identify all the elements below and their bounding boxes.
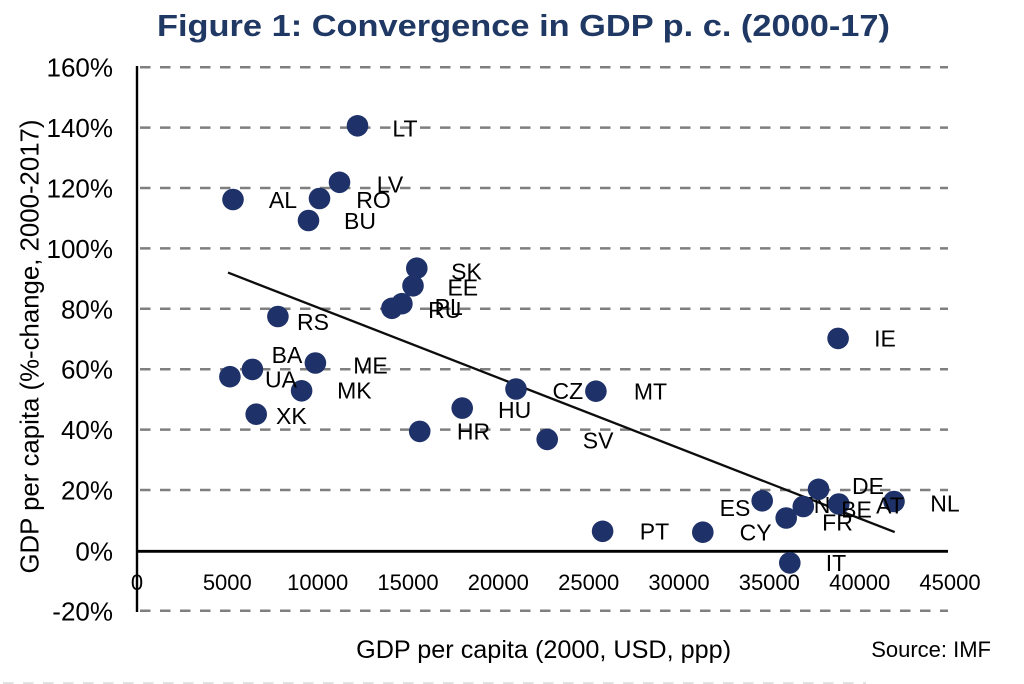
svg-text:Figure 1: Convergence in GDP p: Figure 1: Convergence in GDP p. c. (2000…	[157, 8, 890, 43]
svg-text:RU: RU	[428, 297, 461, 323]
svg-text:20%: 20%	[61, 476, 113, 506]
svg-text:HU: HU	[498, 397, 531, 423]
svg-text:60%: 60%	[61, 355, 113, 385]
svg-text:35000: 35000	[739, 570, 800, 595]
svg-text:MK: MK	[337, 378, 372, 404]
svg-text:NL: NL	[930, 491, 960, 517]
svg-text:UA: UA	[265, 367, 298, 393]
svg-text:CY: CY	[740, 520, 772, 546]
svg-text:HR: HR	[457, 419, 490, 445]
svg-text:100%: 100%	[47, 234, 114, 264]
svg-text:PT: PT	[640, 519, 669, 545]
svg-text:RS: RS	[297, 309, 329, 335]
svg-text:20000: 20000	[468, 570, 529, 595]
svg-text:FR: FR	[822, 510, 853, 536]
svg-text:AL: AL	[269, 187, 297, 213]
svg-text:160%: 160%	[47, 53, 114, 83]
svg-text:CZ: CZ	[552, 378, 583, 404]
svg-text:15000: 15000	[377, 570, 438, 595]
svg-text:IE: IE	[874, 326, 896, 352]
svg-text:DE: DE	[852, 473, 884, 499]
svg-text:ME: ME	[353, 353, 388, 379]
svg-text:GDP per capita (%-change, 2000: GDP per capita (%-change, 2000-2017)	[15, 120, 45, 574]
svg-text:LV: LV	[377, 172, 404, 198]
svg-text:AT: AT	[876, 493, 904, 519]
svg-text:40000: 40000	[829, 570, 890, 595]
svg-text:BA: BA	[272, 342, 303, 368]
svg-text:SV: SV	[583, 428, 614, 454]
svg-text:BE: BE	[841, 497, 872, 523]
svg-text:EE: EE	[447, 275, 478, 301]
svg-text:MT: MT	[634, 379, 667, 405]
svg-text:40%: 40%	[61, 415, 113, 445]
svg-text:BU: BU	[344, 208, 376, 234]
svg-text:0%: 0%	[75, 536, 113, 566]
svg-text:45000: 45000	[919, 570, 980, 595]
svg-text:LT: LT	[392, 116, 417, 142]
svg-text:0: 0	[131, 570, 143, 595]
svg-text:140%: 140%	[47, 113, 114, 143]
svg-text:25000: 25000	[558, 570, 619, 595]
svg-text:Source: IMF: Source: IMF	[871, 637, 991, 662]
svg-text:120%: 120%	[47, 174, 114, 204]
svg-text:IT: IT	[826, 550, 846, 576]
svg-text:80%: 80%	[61, 294, 113, 324]
svg-text:-20%: -20%	[52, 596, 113, 626]
svg-text:ES: ES	[720, 495, 751, 521]
svg-text:PL: PL	[435, 294, 463, 320]
svg-text:SK: SK	[451, 259, 482, 285]
svg-text:XK: XK	[276, 403, 307, 429]
svg-text:5000: 5000	[203, 570, 252, 595]
svg-text:30000: 30000	[648, 570, 709, 595]
svg-text:GDP per capita (2000, USD, ppp: GDP per capita (2000, USD, ppp)	[356, 636, 731, 664]
svg-text:10000: 10000	[287, 570, 348, 595]
svg-text:RO: RO	[356, 187, 391, 213]
